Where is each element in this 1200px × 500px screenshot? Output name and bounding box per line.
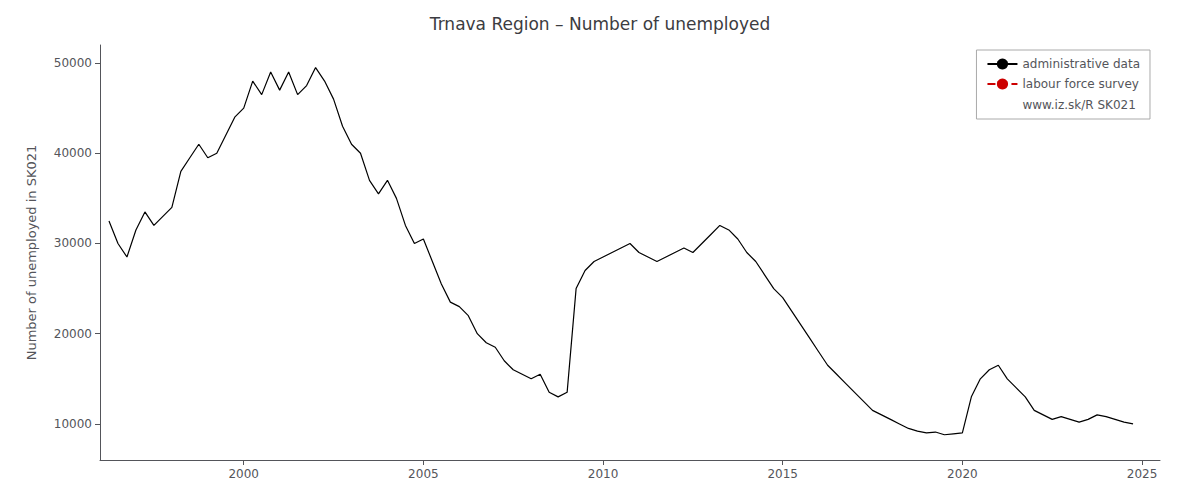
svg-text:30000: 30000: [54, 236, 92, 250]
svg-text:labour force survey: labour force survey: [1022, 77, 1138, 91]
svg-text:2015: 2015: [767, 467, 798, 481]
svg-text:20000: 20000: [54, 327, 92, 341]
svg-text:www.iz.sk/R SK021: www.iz.sk/R SK021: [1022, 98, 1135, 112]
svg-text:2000: 2000: [228, 467, 259, 481]
svg-text:2020: 2020: [947, 467, 978, 481]
svg-text:Number of unemployed in SK021: Number of unemployed in SK021: [24, 145, 39, 361]
svg-text:administrative data: administrative data: [1022, 57, 1140, 71]
svg-text:40000: 40000: [54, 146, 92, 160]
svg-text:2010: 2010: [588, 467, 619, 481]
svg-text:10000: 10000: [54, 417, 92, 431]
svg-text:2005: 2005: [408, 467, 439, 481]
svg-text:50000: 50000: [54, 56, 92, 70]
svg-text:2025: 2025: [1127, 467, 1158, 481]
svg-text:Trnava Region – Number of unem: Trnava Region – Number of unemployed: [429, 14, 770, 34]
